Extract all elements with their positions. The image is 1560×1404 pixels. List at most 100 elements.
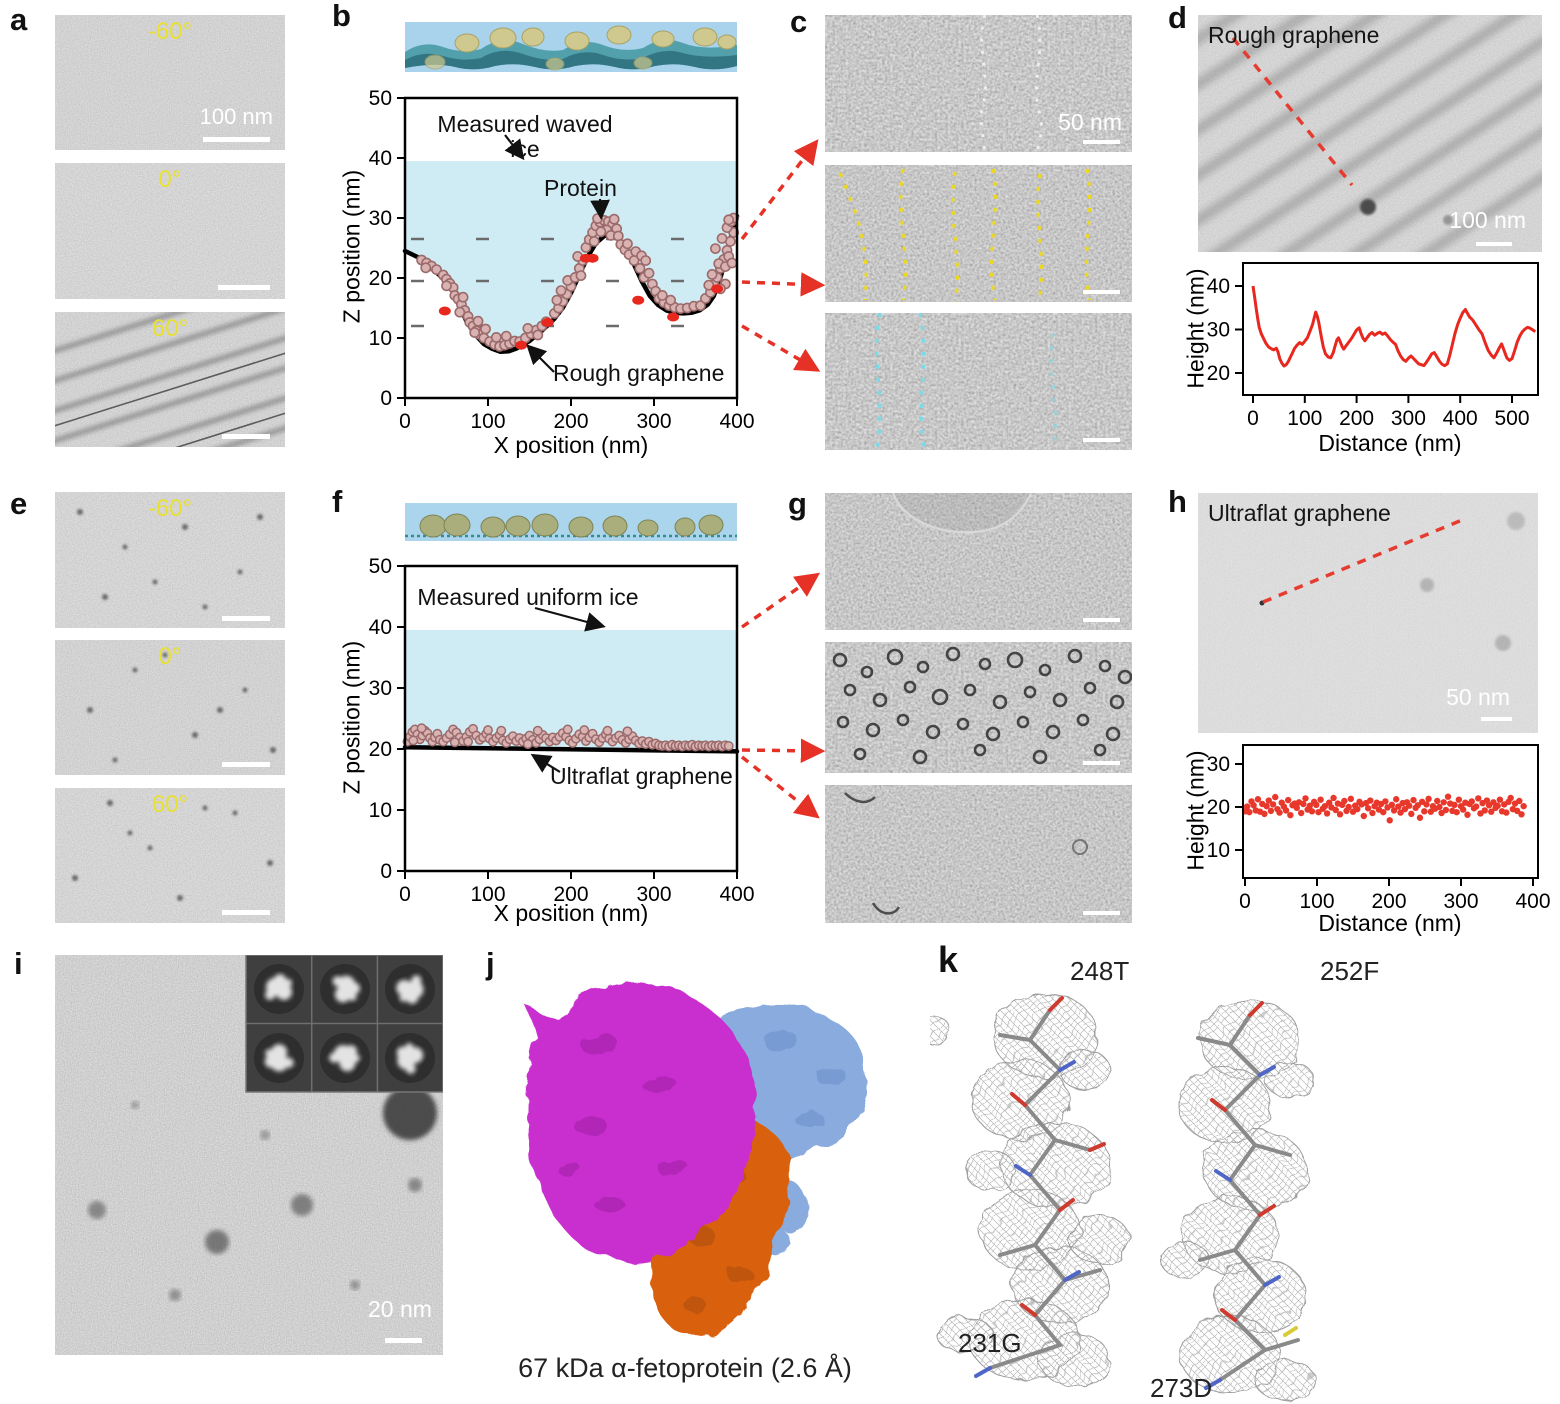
map-domain-magenta <box>525 982 759 1262</box>
protein-point <box>665 294 676 306</box>
x-tick-label: 300 <box>1391 407 1426 430</box>
height-point <box>1300 800 1307 808</box>
panel-label-a: a <box>10 2 28 37</box>
x-tick-label: 200 <box>1371 890 1406 913</box>
y-tick-label: 30 <box>1207 319 1230 342</box>
tomogram-slice-g-bottom <box>825 785 1132 923</box>
height-point <box>1414 802 1421 809</box>
height-point <box>1321 802 1329 810</box>
height-point <box>1272 793 1279 801</box>
protein-particles <box>832 646 1132 765</box>
scale-bar <box>222 434 270 439</box>
height-point <box>1397 809 1404 816</box>
red-protein-point <box>711 284 724 294</box>
height-profile-line <box>1251 285 1537 368</box>
protein-point <box>562 724 573 735</box>
d-x-axis-title: Distance (nm) <box>1318 430 1462 456</box>
height-point <box>1494 802 1501 809</box>
protein-point <box>723 214 735 226</box>
height-point <box>1297 809 1305 817</box>
x-tick-label: 300 <box>636 883 671 906</box>
x-tick-label: 400 <box>1443 407 1478 430</box>
protein-point <box>522 322 534 334</box>
height-point <box>1423 801 1430 808</box>
x-tick-label: 100 <box>470 883 505 906</box>
height-point <box>1453 808 1460 816</box>
protein-point <box>408 735 419 746</box>
panel-label-e: e <box>10 486 28 521</box>
red-protein-point <box>632 295 645 305</box>
scale-bar <box>1481 717 1512 721</box>
scale-bar <box>1476 242 1512 246</box>
protein-point <box>490 331 502 343</box>
height-point <box>1308 808 1316 815</box>
protein-blobs <box>424 25 737 71</box>
protein-point <box>622 726 633 737</box>
atomic-model-density <box>930 992 1316 1401</box>
height-point <box>1393 796 1400 803</box>
waved-graphene-illustration <box>405 22 737 72</box>
tem-micrograph <box>55 492 285 628</box>
y-tick-label: 50 <box>369 87 392 110</box>
panel-label-g: g <box>788 486 807 521</box>
protein-point <box>500 330 512 342</box>
protein-point <box>588 235 600 247</box>
x-tick-label: 100 <box>1287 407 1322 430</box>
annotation-arrow <box>590 198 610 220</box>
protein-point <box>416 723 427 734</box>
protein-point <box>522 739 533 750</box>
x-tick-label: 0 <box>399 883 411 906</box>
height-point <box>1347 795 1355 803</box>
annotation-measured-waved-ice: Measured waved ice <box>437 111 613 163</box>
height-point <box>1520 802 1527 810</box>
height-point <box>1434 797 1441 805</box>
protein-point <box>634 262 646 274</box>
y-tick-label: 10 <box>369 327 392 350</box>
tomo-image <box>825 493 1132 630</box>
annotation-measured-uniform-ice: Measured uniform ice <box>417 584 639 610</box>
protein-point <box>420 262 432 274</box>
protein-point <box>640 255 652 266</box>
particle-specks <box>87 652 276 763</box>
protein-outline-cyan <box>874 313 1058 450</box>
y-tick-label: 20 <box>1207 362 1230 385</box>
wrinkle-bands <box>1198 15 1542 252</box>
red-protein-point <box>586 253 599 263</box>
height-point <box>1354 805 1361 813</box>
particle-specks <box>77 509 263 610</box>
x-tick-label: 400 <box>719 410 754 433</box>
protein-point <box>469 327 481 338</box>
scale-bar-label: 50 nm <box>1058 109 1122 135</box>
height-point <box>1341 797 1348 805</box>
height-point <box>1516 797 1523 805</box>
height-point <box>1382 798 1389 805</box>
height-point <box>1410 796 1417 804</box>
height-point <box>1369 809 1376 817</box>
tomo-image <box>825 642 1132 773</box>
height-point <box>1267 807 1275 815</box>
x-tick-label: 400 <box>719 883 754 906</box>
tilt-image-a-minus60: -60° 100 nm <box>55 15 285 150</box>
height-point <box>1287 811 1294 819</box>
height-point <box>1416 814 1424 821</box>
tem-micrograph <box>1198 493 1538 733</box>
height-point <box>1401 805 1409 813</box>
protein-blobs <box>419 513 724 538</box>
f-x-axis-title: X position (nm) <box>493 900 649 926</box>
stick-model-right <box>1196 1013 1300 1382</box>
height-point <box>1507 794 1514 802</box>
y-tick-label: 10 <box>1207 839 1230 862</box>
tem-micrograph <box>55 163 285 299</box>
protein-point <box>532 725 543 736</box>
scale-bar <box>222 910 270 915</box>
x-tick-label: 200 <box>1339 407 1374 430</box>
scale-bar <box>1083 761 1120 765</box>
tilt-angle-label: 0° <box>158 166 182 193</box>
h-y-axis-title: Height (nm) <box>1182 750 1209 871</box>
tomogram-slice-c-top: 50 nm <box>825 15 1132 152</box>
height-point <box>1323 810 1331 817</box>
protein-point <box>575 270 587 281</box>
protein-point <box>643 267 655 279</box>
protein-point <box>726 257 738 269</box>
